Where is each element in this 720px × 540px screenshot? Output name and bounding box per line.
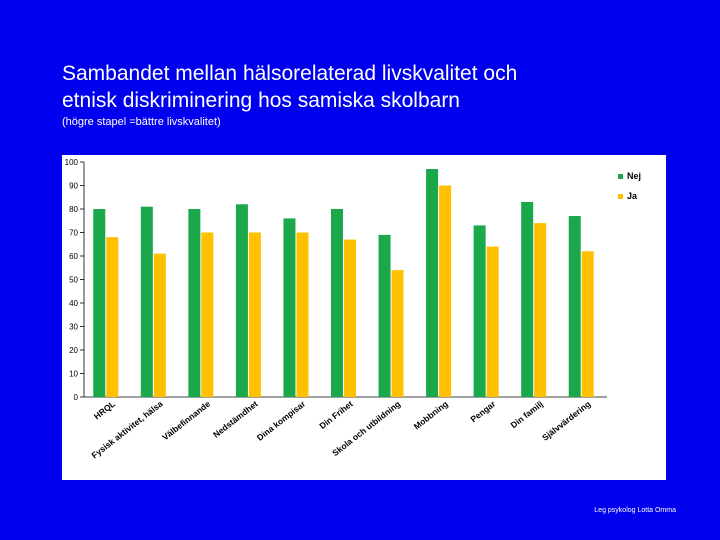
legend-swatch-ja: [618, 194, 623, 199]
title-line-1: Sambandet mellan hälsorelaterad livskval…: [62, 62, 518, 85]
x-category-label: Din familj: [509, 399, 545, 430]
bar-nej: [521, 201, 534, 397]
bar-nej: [378, 234, 391, 397]
bar-ja: [201, 232, 214, 397]
bar-nej: [93, 209, 106, 397]
y-tick-label: 30: [69, 323, 78, 332]
bar-nej: [283, 218, 296, 397]
bar-nej: [473, 225, 486, 397]
y-tick-label: 50: [69, 276, 78, 285]
y-tick-label: 20: [69, 346, 78, 355]
bar-ja: [106, 237, 119, 397]
x-category-label: Pengar: [468, 398, 497, 424]
legend-label-nej: Nej: [627, 171, 641, 181]
bar-ja: [391, 270, 404, 397]
bar-ja: [439, 185, 452, 397]
chart-panel: 0 10 20 30 40 50 60 70 80 90 100 HRQL Fysisk aktivit…: [62, 155, 666, 480]
bar-ja: [248, 232, 261, 397]
bar-nej: [331, 209, 343, 397]
footer-credit: Leg psykolog Lotta Omma: [594, 507, 676, 514]
legend-swatch-nej: [618, 174, 623, 179]
bar-ja: [534, 223, 547, 397]
x-category-label: Nedstämdhet: [211, 399, 260, 440]
bar-ja: [296, 232, 309, 397]
y-tick-label: 40: [69, 299, 78, 308]
y-tick-label: 80: [69, 205, 78, 214]
y-tick-label: 100: [65, 158, 79, 167]
x-category-label: Mobbning: [412, 399, 450, 432]
x-category-label: Din Frihet: [317, 399, 355, 431]
bar-ja: [344, 239, 356, 397]
y-tick-label: 60: [69, 252, 78, 261]
title-line-2: etnisk diskriminering hos samiska skolba…: [62, 89, 460, 112]
bar-nej: [235, 204, 248, 397]
y-tick-label: 70: [69, 229, 78, 238]
legend-label-ja: Ja: [627, 191, 638, 201]
x-category-label: Självvärdering: [540, 399, 592, 443]
bar-ja: [486, 246, 499, 397]
bar-nej: [426, 169, 439, 397]
bar-nej: [140, 206, 153, 397]
bar-ja: [153, 253, 166, 397]
bar-nej: [568, 216, 581, 397]
bar-nej: [188, 209, 201, 397]
x-category-label: Välbefinnande: [160, 399, 212, 443]
y-tick-label: 10: [69, 370, 78, 379]
y-tick-label: 0: [74, 393, 79, 402]
y-tick-label: 90: [69, 182, 78, 191]
x-category-label: HRQL: [92, 399, 117, 422]
slide-title: Sambandet mellan hälsorelaterad livskval…: [62, 60, 682, 114]
x-category-label: Dina kompisar: [255, 398, 308, 442]
slide-subtitle: (högre stapel =bättre livskvalitet): [62, 116, 221, 128]
bar-ja: [581, 251, 594, 397]
